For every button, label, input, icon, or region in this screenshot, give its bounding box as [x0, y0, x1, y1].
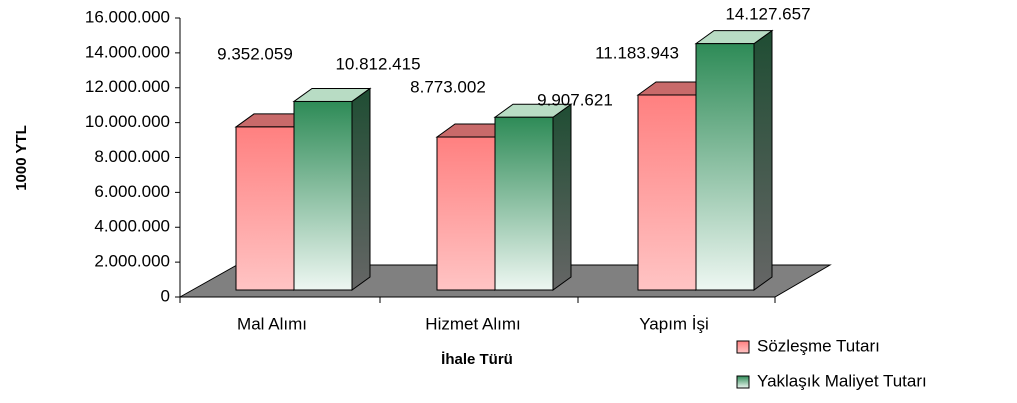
bar — [494, 116, 554, 291]
legend-swatch — [736, 375, 750, 389]
bar-side — [351, 87, 371, 291]
x-tick-label: Hizmet Alımı — [425, 314, 520, 333]
bar — [695, 43, 755, 291]
y-tick-label: 6.000.000 — [94, 182, 170, 201]
bar-side — [753, 29, 773, 291]
y-tick-label: 12.000.000 — [85, 77, 170, 96]
value-label: 8.773.002 — [410, 77, 486, 96]
y-tick-label: 4.000.000 — [94, 217, 170, 236]
value-label: 9.352.059 — [217, 44, 293, 63]
value-label: 9.907.621 — [537, 90, 613, 109]
bar — [235, 126, 295, 291]
bar — [293, 100, 353, 291]
y-tick-label: 0 — [161, 286, 170, 305]
bar-side — [552, 103, 572, 291]
value-label: 10.812.415 — [335, 54, 420, 73]
x-tick-label: Yapım İşi — [639, 314, 709, 333]
legend-label: Sözleşme Tutarı — [757, 336, 880, 355]
legend-label: Yaklaşık Maliyet Tutarı — [757, 371, 927, 390]
legend-swatch — [736, 340, 750, 354]
y-tick-label: 16.000.000 — [85, 7, 170, 26]
bar — [436, 136, 496, 291]
bar — [637, 94, 697, 291]
y-tick-label: 2.000.000 — [94, 252, 170, 271]
y-tick-label: 8.000.000 — [94, 147, 170, 166]
y-tick-label: 10.000.000 — [85, 112, 170, 131]
y-tick-label: 14.000.000 — [85, 42, 170, 61]
value-label: 14.127.657 — [725, 4, 810, 23]
y-axis-label: 1000 YTL — [13, 125, 30, 191]
value-label: 11.183.943 — [595, 43, 679, 62]
x-axis-label: İhale Türü — [441, 351, 513, 368]
x-tick-label: Mal Alımı — [237, 314, 307, 333]
